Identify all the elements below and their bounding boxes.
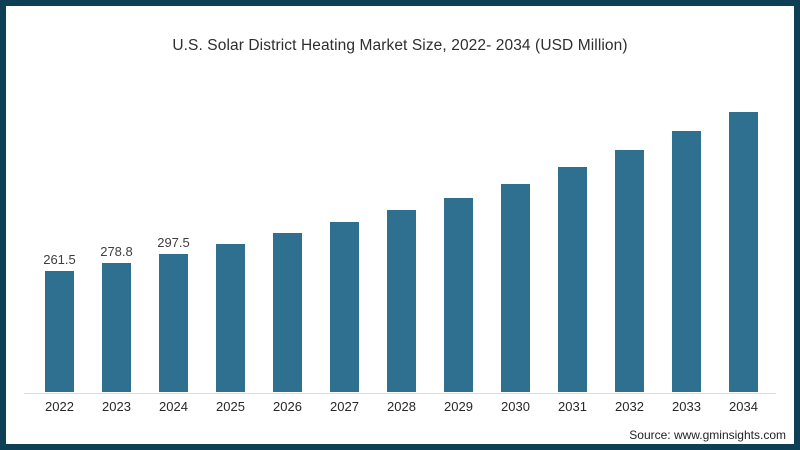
bar-slot — [544, 86, 601, 392]
bar-slot — [202, 86, 259, 392]
bar-wrap — [615, 150, 644, 392]
x-axis-tick-label: 2023 — [102, 399, 131, 414]
bar-slot: 261.5 — [31, 86, 88, 392]
bar — [45, 271, 74, 392]
x-axis-tick-label: 2031 — [558, 399, 587, 414]
bar-slot: 297.5 — [145, 86, 202, 392]
bar-wrap — [558, 167, 587, 392]
bar — [558, 167, 587, 392]
bar-value-label: 261.5 — [43, 252, 76, 267]
bar-wrap — [444, 198, 473, 392]
chart-title: U.S. Solar District Heating Market Size,… — [172, 37, 628, 54]
bar-wrap — [672, 131, 701, 392]
x-axis-tick-label: 2025 — [216, 399, 245, 414]
bar-slot — [487, 86, 544, 392]
bar-wrap — [501, 184, 530, 392]
x-axis-tick-label: 2030 — [501, 399, 530, 414]
bar — [444, 198, 473, 392]
bar — [615, 150, 644, 392]
bar-slot — [715, 86, 772, 392]
bar — [501, 184, 530, 392]
x-axis-tick-label: 2027 — [330, 399, 359, 414]
bar — [387, 210, 416, 392]
bar-slot — [259, 86, 316, 392]
bar — [330, 222, 359, 392]
bar-wrap — [387, 210, 416, 392]
bar — [159, 254, 188, 392]
source-note: Source: www.gminsights.com — [629, 428, 786, 442]
bar — [216, 244, 245, 392]
x-axis-tick-label: 2024 — [159, 399, 188, 414]
bars-row: 261.5 278.8 297.5 — [31, 86, 772, 392]
bar-wrap: 297.5 — [157, 235, 190, 392]
bar — [102, 263, 131, 392]
bar-slot — [316, 86, 373, 392]
x-axis-tick-label: 2032 — [615, 399, 644, 414]
bar-wrap — [273, 233, 302, 392]
bar-wrap — [729, 112, 758, 392]
x-axis-line — [24, 393, 776, 394]
x-axis-labels: 2022 2023 2024 2025 2026 2027 2028 2029 2030 2031… — [31, 399, 772, 414]
bar-value-label: 278.8 — [100, 244, 133, 259]
x-axis-tick-label: 2028 — [387, 399, 416, 414]
x-axis-tick-label: 2022 — [45, 399, 74, 414]
bar-slot — [373, 86, 430, 392]
bar — [672, 131, 701, 392]
bar-slot — [601, 86, 658, 392]
bar-wrap: 261.5 — [43, 252, 76, 392]
bar — [729, 112, 758, 392]
x-axis-tick-label: 2034 — [729, 399, 758, 414]
bar-wrap: 278.8 — [100, 244, 133, 392]
bar-slot — [430, 86, 487, 392]
bar-wrap — [216, 244, 245, 392]
bar-slot: 278.8 — [88, 86, 145, 392]
bar-value-label: 297.5 — [157, 235, 190, 250]
bar-slot — [658, 86, 715, 392]
bar — [273, 233, 302, 392]
x-axis-tick-label: 2026 — [273, 399, 302, 414]
x-axis-tick-label: 2033 — [672, 399, 701, 414]
x-axis-tick-label: 2029 — [444, 399, 473, 414]
bar-wrap — [330, 222, 359, 392]
